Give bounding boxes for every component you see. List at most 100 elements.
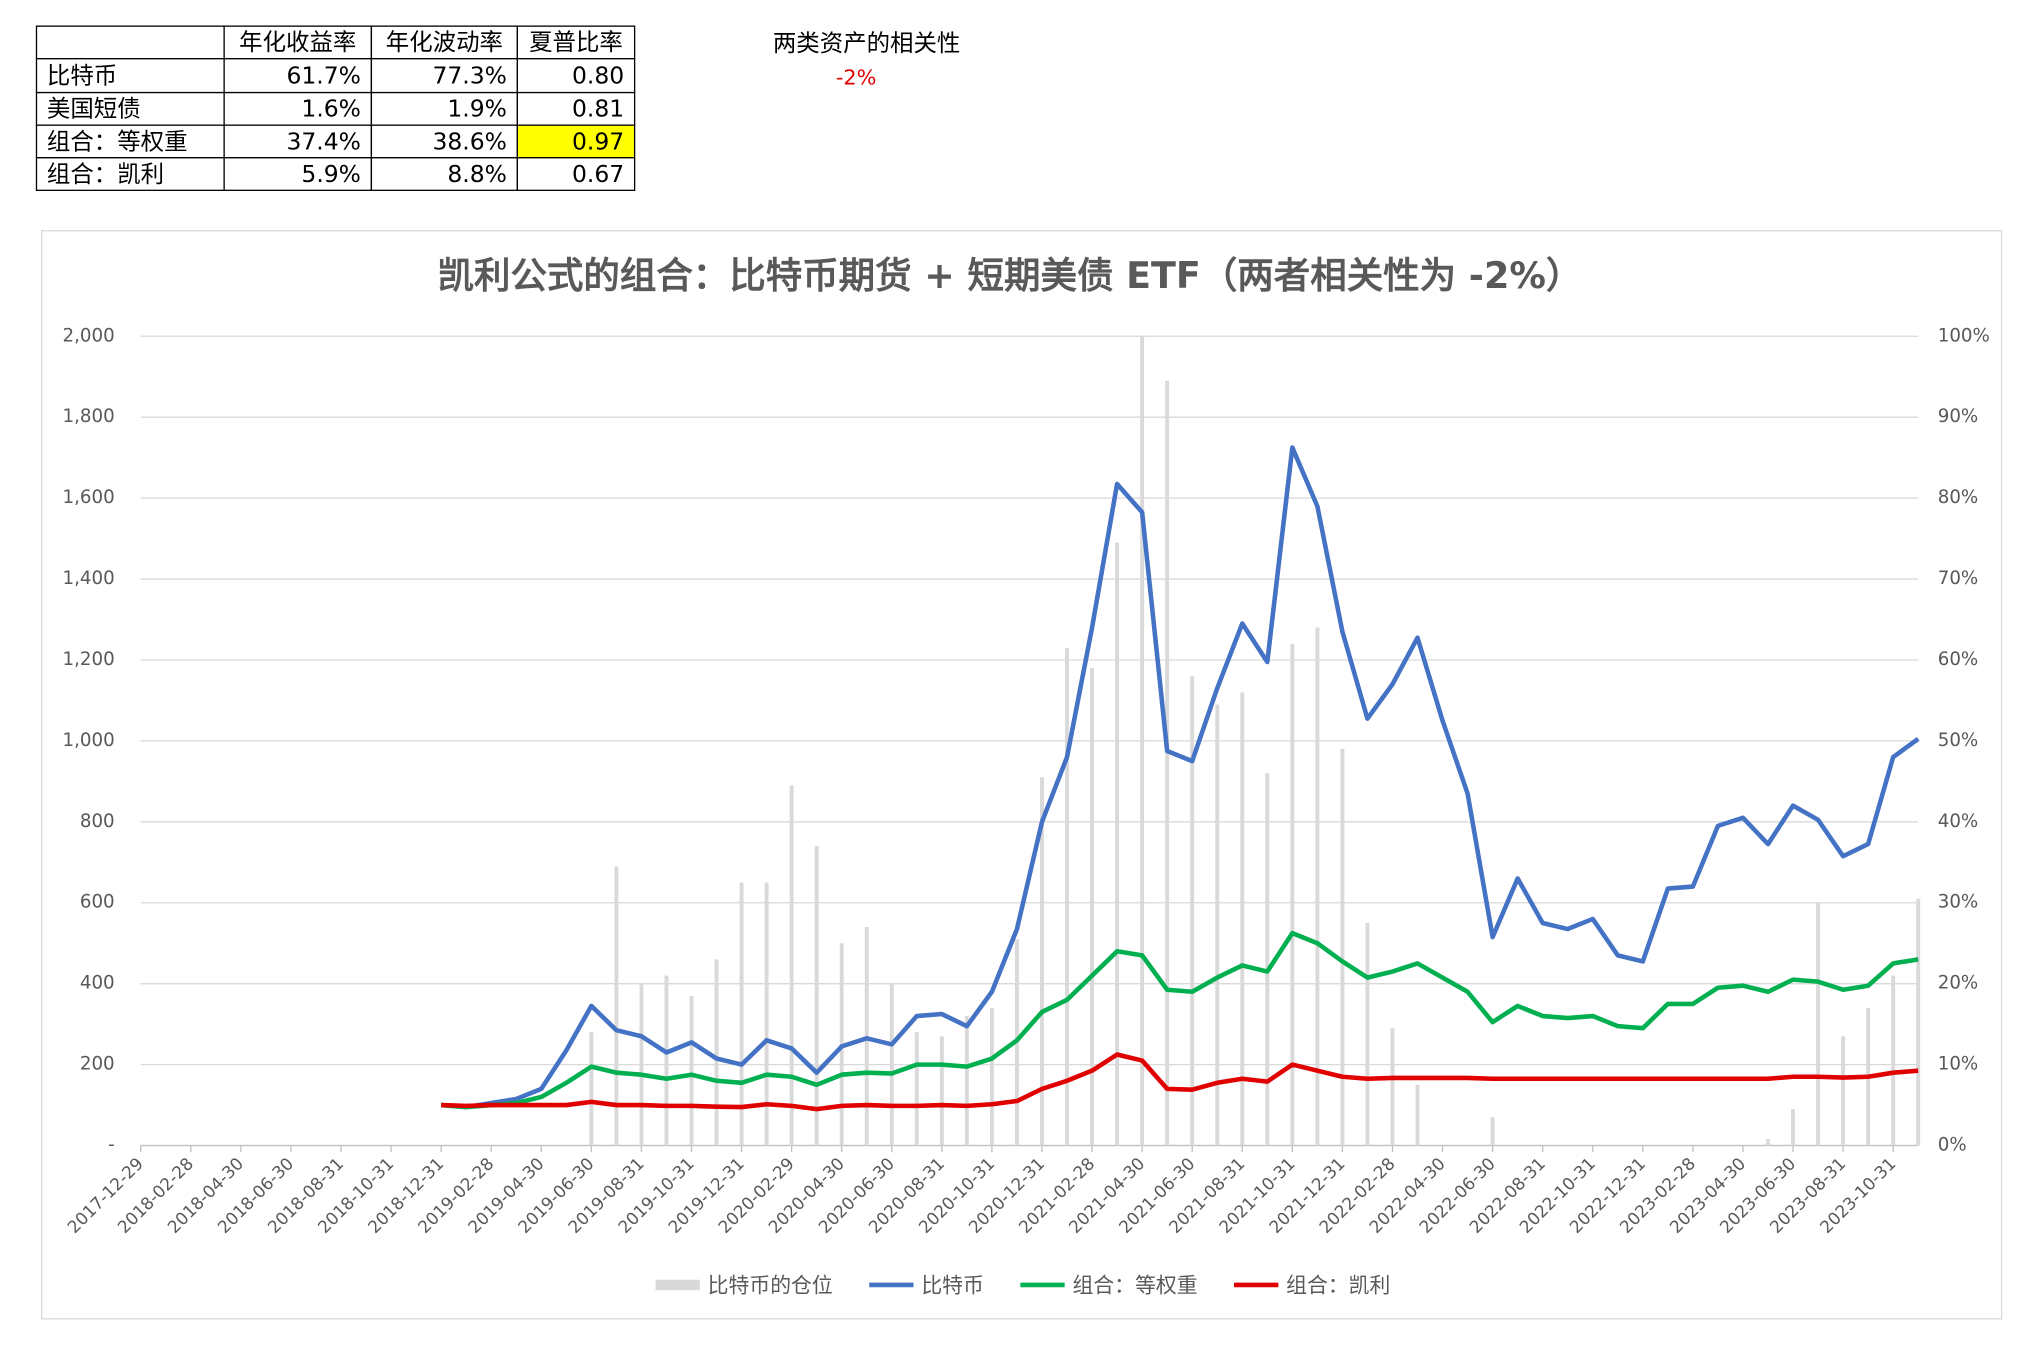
y2-tick-label: 30%: [1938, 892, 1979, 913]
line: [440, 445, 1920, 1110]
table-value: 61.7%: [286, 61, 360, 89]
y-tick-label: 1,400: [62, 568, 114, 589]
table-value: 0.81: [572, 95, 624, 123]
y2-tick-label: 100%: [1938, 325, 1990, 346]
bar: [589, 1032, 594, 1146]
legend-item: 比特币: [869, 1273, 984, 1297]
legend-item: 组合：凯利: [1234, 1273, 1390, 1297]
bar: [1816, 902, 1821, 1146]
chart-frame: [41, 230, 2003, 1320]
bar: [639, 983, 644, 1146]
table-cell: [370, 58, 518, 94]
table-header: 年化波动率: [386, 28, 503, 56]
bar: [1165, 380, 1170, 1146]
table-row-label: 比特币: [47, 61, 117, 89]
table-cell: [516, 157, 636, 191]
legend-label: 组合：等权重: [1072, 1273, 1197, 1297]
bar: [939, 1036, 944, 1146]
y-tick-label: 1,800: [62, 406, 114, 427]
y2-tick-label: 50%: [1938, 730, 1979, 751]
bar: [1415, 1084, 1420, 1146]
y-tick-label: 400: [80, 973, 115, 994]
bar: [714, 959, 719, 1146]
bar: [1290, 643, 1295, 1146]
y2-tick-label: 70%: [1938, 568, 1979, 589]
table-value: 1.6%: [301, 95, 361, 123]
bar: [789, 785, 794, 1146]
table-header: 年化收益率: [239, 28, 356, 56]
legend-label: 比特币的仓位: [708, 1273, 833, 1297]
y-tick-label: -: [108, 1135, 115, 1156]
y-tick-label: 800: [80, 811, 115, 832]
table-value: 37.4%: [286, 127, 360, 155]
table-cell: [223, 25, 373, 60]
bar: [1090, 668, 1095, 1146]
table-value: 0.97: [572, 127, 624, 155]
legend-item: 组合：等权重: [1020, 1273, 1198, 1297]
bar: [1340, 748, 1345, 1146]
table-value: 1.9%: [447, 95, 507, 123]
table-cell: [370, 157, 518, 191]
bar: [914, 1032, 919, 1146]
table-row-label: 组合：凯利: [47, 160, 164, 188]
bar: [1916, 898, 1921, 1146]
y2-tick-label: 40%: [1938, 811, 1979, 832]
bar: [1190, 676, 1195, 1146]
bar: [739, 882, 744, 1146]
bar: [1791, 1109, 1795, 1146]
bar: [989, 1007, 994, 1146]
bar: [1215, 704, 1220, 1146]
table-value: 8.8%: [447, 160, 507, 188]
legend-label: 组合：凯利: [1286, 1273, 1390, 1297]
table-cell: [35, 25, 225, 60]
bar: [689, 995, 694, 1146]
table-row-label: 组合：等权重: [47, 127, 188, 155]
y-tick-label: 1,000: [62, 730, 114, 751]
bar: [1841, 1036, 1846, 1146]
bar: [964, 1016, 969, 1146]
line: [440, 930, 1919, 1110]
bar: [1140, 336, 1145, 1146]
table-cell: [370, 25, 518, 60]
bar: [614, 866, 619, 1146]
bar: [1766, 1139, 1770, 1146]
bar: [764, 882, 769, 1146]
y-tick-label: 600: [80, 892, 115, 913]
table-cell: [370, 91, 518, 126]
correlation-label: 两类资产的相关性: [773, 29, 960, 57]
chart-title: 凯利公式的组合：比特币期货 + 短期美债 ETF（两者相关性为 -2%）: [438, 254, 1583, 297]
table-value: 77.3%: [432, 61, 506, 89]
bar: [1365, 922, 1370, 1146]
bar: [814, 846, 819, 1146]
y2-tick-label: 80%: [1938, 487, 1979, 508]
y-tick-label: 200: [80, 1054, 115, 1075]
table-cell: [223, 157, 373, 191]
bar: [1065, 647, 1069, 1146]
bar: [664, 975, 669, 1146]
y2-tick-label: 90%: [1938, 406, 1979, 427]
bar: [1390, 1028, 1395, 1146]
correlation-value: -2%: [836, 65, 877, 89]
legend-label: 比特币: [921, 1273, 984, 1297]
y2-tick-label: 20%: [1938, 973, 1979, 994]
table-cell: [35, 91, 225, 126]
bar: [1240, 692, 1245, 1146]
legend-swatch: [655, 1279, 700, 1291]
bar: [1315, 627, 1320, 1146]
table-value: 0.80: [572, 61, 624, 89]
bar: [1490, 1117, 1495, 1146]
table-cell: [35, 124, 225, 159]
table-header: 夏普比率: [529, 28, 623, 56]
table-value: 0.67: [572, 160, 624, 188]
table-row-label: 美国短债: [47, 95, 141, 123]
table-value: 38.6%: [432, 127, 506, 155]
y-tick-label: 1,600: [62, 487, 114, 508]
y2-tick-label: 10%: [1938, 1054, 1979, 1075]
bar: [1891, 975, 1896, 1146]
bar: [1040, 777, 1044, 1146]
y2-tick-label: 60%: [1938, 649, 1979, 670]
legend-item: 比特币的仓位: [655, 1273, 833, 1297]
